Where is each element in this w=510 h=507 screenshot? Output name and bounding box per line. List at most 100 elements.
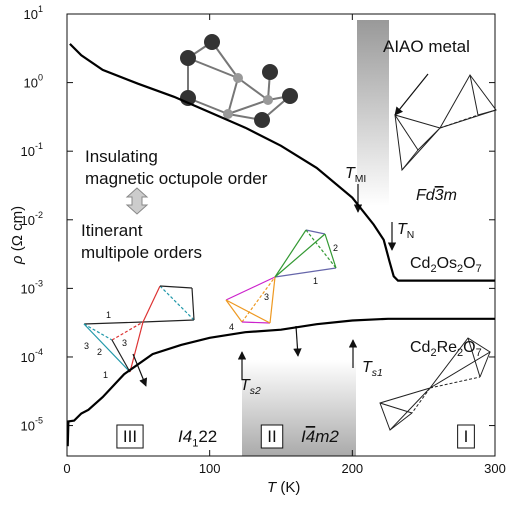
subscript: 2	[430, 263, 436, 275]
tick-base: 10	[21, 281, 35, 296]
text-part: I	[301, 427, 306, 446]
text-part: multipole orders	[81, 243, 202, 262]
tick-exponent: -5	[35, 416, 43, 426]
x-tick-label: 100	[199, 461, 221, 476]
text-part: T	[240, 377, 251, 394]
text-part: T	[345, 165, 356, 182]
tick-base: 10	[24, 76, 38, 91]
subscript: 2	[430, 347, 436, 359]
resistivity-curve	[66, 317, 495, 447]
subscript: N	[407, 230, 415, 241]
annotation: Ts2​	[240, 377, 261, 397]
text-part: I	[464, 427, 469, 446]
diagram-label: 1	[106, 310, 111, 320]
text-part: AIAO metal	[383, 37, 470, 56]
annotation: III	[123, 427, 137, 446]
annotation: multipole orders	[81, 243, 202, 262]
arrows	[132, 73, 429, 387]
text-part: Cd	[410, 339, 430, 356]
overbar-char: 4	[306, 427, 315, 446]
diagram-label: 2	[97, 347, 102, 357]
phase-ii-region	[242, 360, 356, 456]
diagram-label: 1	[313, 276, 318, 286]
annotation: magnetic octupole order	[85, 169, 268, 188]
text-part: (Ω cm)	[9, 206, 26, 256]
text-part: O	[463, 255, 475, 272]
text-part: 22	[198, 427, 217, 446]
subscript: 7	[476, 347, 482, 359]
y-axis-label: ρ (Ω cm)	[9, 206, 26, 265]
resistivity-curve	[69, 43, 495, 282]
diagram-label: 2	[333, 243, 338, 253]
tick-base: 10	[21, 350, 35, 365]
text-part: m	[444, 187, 457, 204]
y-tick-label: 101	[24, 4, 43, 22]
text-part: m2	[315, 427, 339, 446]
text-part: III	[123, 427, 137, 446]
plot-frame	[66, 13, 496, 457]
tetrahedra-phase-iii	[83, 285, 195, 373]
diagram-label: 1	[103, 370, 108, 380]
tick-exponent: 0	[38, 73, 43, 83]
tick-base: 10	[21, 213, 35, 228]
tick-base: 10	[24, 7, 38, 22]
annotation: TMI​	[345, 165, 366, 185]
tetrahedra-phase-ii	[225, 229, 337, 324]
series-label: Cd2Re2O7	[410, 339, 482, 359]
text-part: Fd	[416, 187, 436, 204]
x-tick-label: 0	[63, 461, 70, 476]
text-part: T	[362, 359, 373, 376]
text-part: ρ	[9, 255, 26, 265]
diagram-label: 3	[122, 338, 127, 348]
text-part: magnetic octupole order	[85, 169, 268, 188]
text-part: O	[463, 339, 475, 356]
annotation: Itinerant	[81, 221, 143, 240]
y-tick-label: 10-2	[21, 210, 43, 228]
annotation: T (K)	[267, 479, 300, 496]
tick-base: 10	[21, 419, 35, 434]
subscript: 2	[457, 263, 463, 275]
tetrahedra-top	[394, 74, 497, 172]
annotation: TN​	[397, 221, 414, 241]
diagram-label: 3	[264, 292, 269, 302]
y-tick-label: 10-4	[21, 347, 43, 365]
overbar-char: 3	[435, 187, 444, 204]
annotation: I	[464, 427, 469, 446]
diagram-label: 4	[229, 322, 234, 332]
text-part: Re	[437, 339, 458, 356]
annotation: AIAO metal	[383, 37, 470, 56]
tick-exponent: -3	[35, 278, 43, 288]
annotation: Insulating	[85, 147, 158, 166]
text-part: Itinerant	[81, 221, 143, 240]
label-box	[260, 424, 284, 449]
metal-region	[357, 20, 389, 206]
annotation: Ts1​	[362, 359, 383, 379]
subscript: MI	[355, 174, 367, 185]
series-label: Cd2Os2O7	[410, 255, 482, 275]
text-part: II	[267, 427, 276, 446]
text-part: Cd	[410, 255, 430, 272]
text-part: Insulating	[85, 147, 158, 166]
text-part: (K)	[276, 479, 300, 496]
label-box	[457, 424, 475, 449]
subscript: 7	[476, 263, 482, 275]
text-part: T	[267, 479, 278, 496]
tick-exponent: -4	[35, 347, 43, 357]
annotation: Fd3m	[416, 187, 457, 204]
tick-exponent: 1	[38, 4, 43, 14]
label-box	[116, 424, 144, 449]
tick-base: 10	[21, 144, 35, 159]
annotation: II	[267, 427, 276, 446]
y-tick-label: 10-1	[21, 141, 43, 159]
text-part: Os	[437, 255, 457, 272]
x-tick-label: 300	[484, 461, 506, 476]
subscript: 2	[457, 347, 463, 359]
annotation: I4m2	[301, 427, 339, 446]
subscript: s1	[372, 368, 383, 379]
subscript: s2	[250, 386, 261, 397]
y-tick-label: 10-5	[21, 416, 43, 434]
y-tick-label: 10-3	[21, 278, 43, 296]
diagram-label: 3	[84, 341, 89, 351]
tick-exponent: -2	[35, 210, 43, 220]
double-arrow	[125, 187, 149, 215]
